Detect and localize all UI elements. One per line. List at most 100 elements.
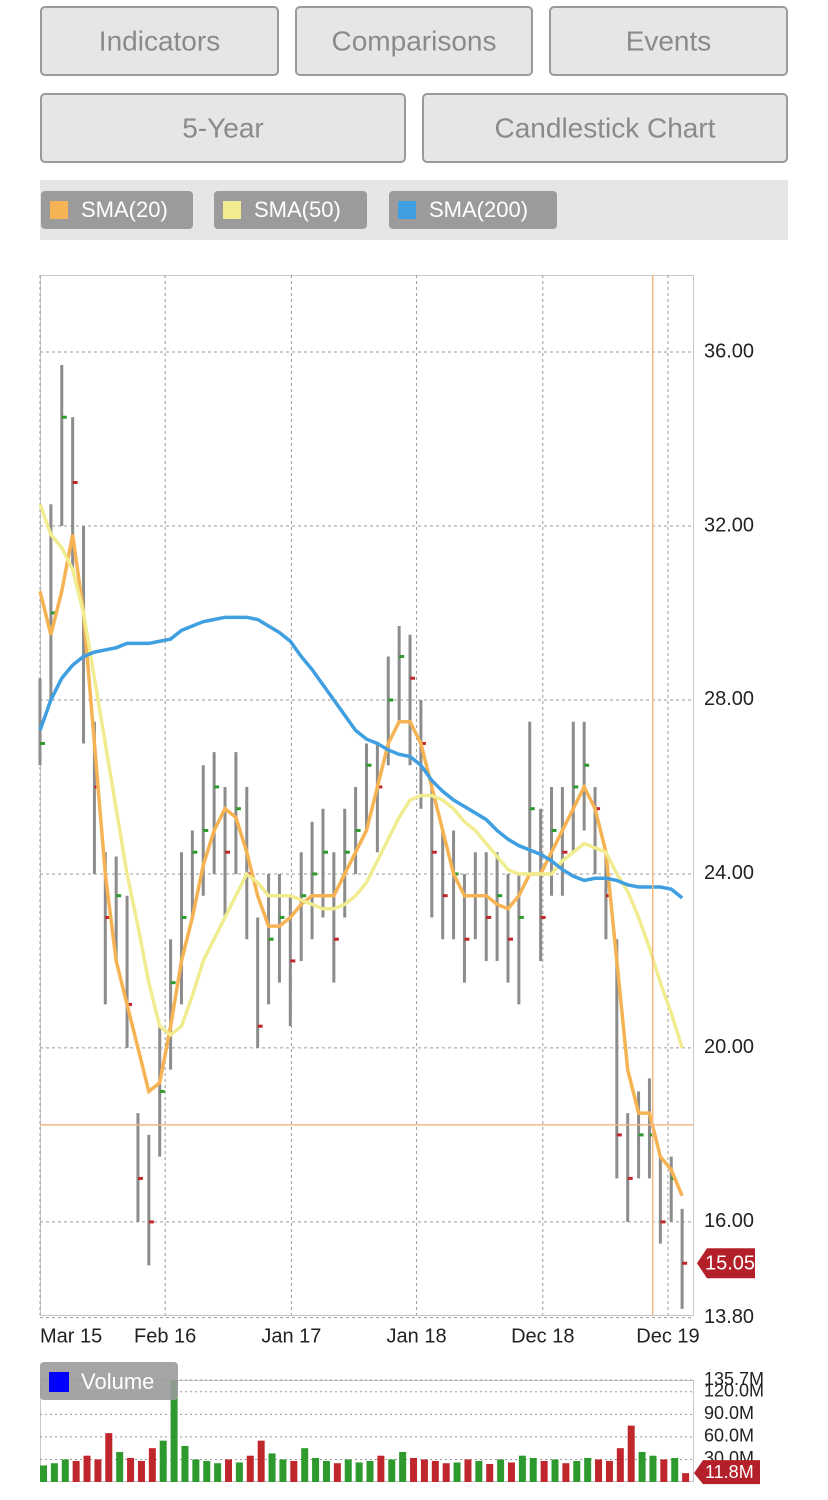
volume-bar bbox=[529, 1457, 537, 1482]
toolbar-button[interactable]: Candlestick Chart bbox=[422, 93, 788, 163]
legend-item[interactable]: SMA(200) bbox=[389, 191, 557, 229]
toolbar-button[interactable]: Indicators bbox=[40, 6, 279, 76]
volume-bar bbox=[638, 1451, 646, 1482]
toolbar-button[interactable]: Events bbox=[549, 6, 788, 76]
volume-bar bbox=[192, 1459, 200, 1482]
volume-bar bbox=[72, 1460, 80, 1482]
button-bg[interactable] bbox=[295, 6, 533, 76]
volume-bar bbox=[170, 1380, 178, 1482]
volume-bar bbox=[225, 1459, 233, 1482]
volume-bar bbox=[486, 1463, 494, 1482]
volume-bar bbox=[388, 1459, 396, 1482]
volume-bar bbox=[268, 1453, 276, 1482]
volume-bar bbox=[431, 1460, 439, 1482]
button-label[interactable]: Indicators bbox=[99, 25, 220, 56]
volume-bar bbox=[671, 1457, 679, 1482]
volume-bar bbox=[50, 1463, 58, 1482]
volume-bar bbox=[355, 1462, 363, 1482]
x-tick-label: Jan 17 bbox=[261, 1325, 321, 1347]
button-label[interactable]: 5-Year bbox=[182, 112, 263, 143]
legend-item[interactable]: Volume bbox=[40, 1362, 178, 1400]
volume-bar bbox=[507, 1462, 515, 1482]
volume-bar bbox=[497, 1459, 505, 1482]
volume-bar bbox=[551, 1459, 559, 1482]
button-label[interactable]: Events bbox=[626, 25, 712, 56]
y-tick-label: 13.80 bbox=[704, 1306, 754, 1328]
button-bg[interactable] bbox=[40, 93, 406, 163]
y-tick-label: 60.0M bbox=[704, 1426, 754, 1446]
volume-bar bbox=[203, 1460, 211, 1482]
volume-bar bbox=[518, 1455, 526, 1482]
x-tick-label: Mar 15 bbox=[40, 1325, 102, 1347]
volume-bar bbox=[584, 1457, 592, 1482]
y-tick-label: 24.00 bbox=[704, 862, 754, 884]
y-tick-label: 90.0M bbox=[704, 1403, 754, 1423]
volume-bar bbox=[464, 1459, 472, 1482]
y-tick-label: 36.00 bbox=[704, 340, 754, 362]
legend-swatch[interactable] bbox=[223, 201, 241, 219]
button-label[interactable]: Candlestick Chart bbox=[495, 112, 716, 143]
legend-label[interactable]: SMA(20) bbox=[81, 197, 168, 222]
volume-bar bbox=[616, 1448, 624, 1482]
volume-bar bbox=[573, 1460, 581, 1482]
volume-bar bbox=[605, 1460, 613, 1482]
x-tick-label: Feb 16 bbox=[134, 1325, 196, 1347]
volume-bar bbox=[322, 1460, 330, 1482]
volume-bar bbox=[137, 1460, 145, 1482]
volume-bar bbox=[83, 1455, 91, 1482]
legend-swatch[interactable] bbox=[398, 201, 416, 219]
volume-bar bbox=[105, 1433, 113, 1482]
button-bg[interactable] bbox=[422, 93, 788, 163]
volume-bar bbox=[127, 1457, 135, 1482]
y-tick-label: 32.00 bbox=[704, 514, 754, 536]
button-bg[interactable] bbox=[40, 6, 279, 76]
volume-bar bbox=[333, 1463, 341, 1482]
toolbar-button[interactable]: 5-Year bbox=[40, 93, 406, 163]
legend-label[interactable]: SMA(200) bbox=[429, 197, 528, 222]
volume-bar bbox=[235, 1462, 243, 1482]
legend-chip[interactable] bbox=[389, 191, 557, 229]
legend-item[interactable]: SMA(20) bbox=[41, 191, 193, 229]
volume-bar bbox=[366, 1460, 374, 1482]
legend-label[interactable]: SMA(50) bbox=[254, 197, 341, 222]
y-tick-label: 28.00 bbox=[704, 688, 754, 710]
volume-bar bbox=[420, 1459, 428, 1482]
button-label[interactable]: Comparisons bbox=[332, 25, 497, 56]
volume-bar bbox=[540, 1460, 548, 1482]
x-tick-label: Dec 19 bbox=[636, 1325, 699, 1347]
legend-label[interactable]: Volume bbox=[81, 1369, 154, 1394]
volume-bar bbox=[410, 1457, 418, 1482]
volume-bar bbox=[442, 1463, 450, 1482]
volume-bar bbox=[40, 1465, 47, 1482]
toolbar-button[interactable]: Comparisons bbox=[295, 6, 533, 76]
volume-bar bbox=[660, 1459, 668, 1482]
volume-bar bbox=[344, 1459, 352, 1482]
volume-bar bbox=[301, 1448, 309, 1482]
sma-line bbox=[38, 615, 684, 900]
legend-item[interactable]: SMA(50) bbox=[214, 191, 367, 229]
y-tick-label: 135.7M bbox=[704, 1369, 764, 1389]
volume-bar bbox=[181, 1445, 189, 1482]
button-bg[interactable] bbox=[549, 6, 788, 76]
legend-chip[interactable] bbox=[40, 1362, 178, 1400]
volume-bar bbox=[475, 1460, 483, 1482]
volume-bar bbox=[595, 1459, 603, 1482]
volume-bar bbox=[562, 1463, 570, 1482]
volume-bar bbox=[246, 1455, 254, 1482]
volume-bar bbox=[148, 1448, 156, 1482]
volume-bar bbox=[377, 1455, 385, 1482]
volume-bar bbox=[257, 1440, 265, 1482]
legend-swatch[interactable] bbox=[49, 1372, 69, 1392]
volume-bar bbox=[453, 1462, 461, 1482]
volume-bar bbox=[116, 1451, 124, 1482]
legend-chip[interactable] bbox=[214, 191, 367, 229]
legend-chip[interactable] bbox=[41, 191, 193, 229]
volume-bar bbox=[214, 1463, 222, 1482]
y-tick-label: 20.00 bbox=[704, 1036, 754, 1058]
volume-bar bbox=[312, 1457, 320, 1482]
volume-tag-label: 11.8M bbox=[705, 1462, 754, 1482]
volume-tag bbox=[694, 1460, 760, 1485]
legend-swatch[interactable] bbox=[50, 201, 68, 219]
